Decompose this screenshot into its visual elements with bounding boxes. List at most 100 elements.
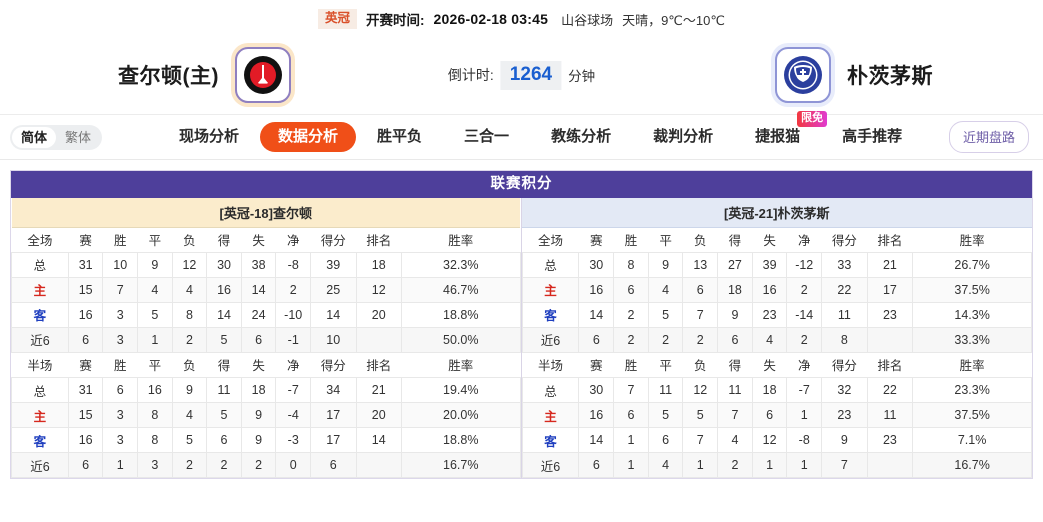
cell: 27 xyxy=(717,251,753,278)
col-header-ga: 失 xyxy=(763,359,776,374)
cell: 3 xyxy=(102,402,139,428)
col-header-played: 赛 xyxy=(590,234,603,248)
away-fulltime-table: [英冠-21]朴茨茅斯 全场 赛 胜 平 负 得 失 净 得分 排名 xyxy=(521,198,1033,353)
cell: 17 xyxy=(310,402,357,428)
countdown-label: 倒计时: xyxy=(447,67,494,83)
cell: 16 xyxy=(67,427,104,453)
cell: 32 xyxy=(821,377,868,403)
cell: 3 xyxy=(137,452,173,478)
cell: 25 xyxy=(310,276,357,303)
cell: 38 xyxy=(240,251,277,278)
cell: 18.8% xyxy=(400,427,521,453)
cell: 16 xyxy=(751,276,788,303)
recent-odds-button[interactable]: 近期盘路 xyxy=(948,121,1029,153)
portsmouth-fc-crest-icon xyxy=(775,47,831,103)
col-header-ga: 失 xyxy=(252,234,265,248)
cell: -3 xyxy=(275,427,312,453)
col-header-gf: 得 xyxy=(217,234,231,248)
cell: 5 xyxy=(171,427,208,453)
cell: 21 xyxy=(355,377,402,403)
row-label: 总 xyxy=(11,377,69,403)
cell: 31 xyxy=(67,251,104,278)
cell: 11 xyxy=(717,377,753,403)
cell: 8 xyxy=(137,402,173,428)
cell: 20.0% xyxy=(400,402,521,428)
cell: 39 xyxy=(751,251,788,278)
table-row: 主 15 7 4 4 16 14 2 25 12 46.7% xyxy=(11,276,521,303)
cell: 2 xyxy=(786,276,823,303)
tab-referee-analysis[interactable]: 裁判分析 xyxy=(653,128,714,145)
cell: 8 xyxy=(137,427,173,453)
tab-live-analysis[interactable]: 现场分析 xyxy=(179,128,240,145)
away-team[interactable]: 朴茨茅斯 xyxy=(775,47,933,103)
cell: 50.0% xyxy=(400,326,521,353)
cell: 23 xyxy=(866,427,914,453)
cell: 2 xyxy=(647,326,684,353)
row-label: 近6 xyxy=(11,452,69,478)
cell: 1 xyxy=(613,427,649,453)
cell: 6 xyxy=(102,377,139,403)
cell: 10 xyxy=(310,326,357,353)
tab-three-in-one[interactable]: 三合一 xyxy=(464,128,510,145)
col-header-draw: 平 xyxy=(148,234,162,248)
home-team[interactable]: 查尔顿(主) xyxy=(118,47,291,103)
cell: 5 xyxy=(206,326,242,353)
col-header-win: 胜 xyxy=(113,359,127,374)
language-toggle[interactable]: 简体 繁体 xyxy=(10,124,103,150)
cell: 4 xyxy=(647,452,684,478)
countdown: 倒计时: 1264 分钟 xyxy=(447,60,595,90)
row-label: 近6 xyxy=(11,326,69,353)
cell: 14 xyxy=(240,276,277,303)
cell: 7 xyxy=(717,402,753,428)
table-row: 总 31 10 9 12 30 38 -8 39 18 32.3% xyxy=(11,251,521,278)
cell: -8 xyxy=(786,427,823,453)
lang-simplified-option[interactable]: 简体 xyxy=(12,126,57,148)
cell: 8 xyxy=(821,326,868,353)
cell: 9 xyxy=(171,377,208,403)
weather-info: 天晴，9℃～10℃ xyxy=(622,12,725,28)
col-header-winrate: 胜率 xyxy=(959,359,985,374)
cell: 18 xyxy=(355,251,402,278)
cell: 2 xyxy=(613,326,649,353)
col-header-ga: 失 xyxy=(763,234,776,248)
row-label: 近6 xyxy=(521,326,580,353)
cell: 34 xyxy=(310,377,357,403)
col-header-win: 胜 xyxy=(113,234,127,248)
cell: 17 xyxy=(310,427,357,453)
panel-title: 联赛积分 xyxy=(11,171,1032,198)
cell: 15 xyxy=(67,402,104,428)
table-row: 主 16 6 5 5 7 6 1 23 11 37.5% xyxy=(521,402,1032,428)
col-header-scope: 全场 xyxy=(27,234,53,248)
tab-data-analysis[interactable]: 数据分析 xyxy=(260,122,357,152)
tab-jiebaomao[interactable]: 捷报猫 限免 xyxy=(734,111,828,152)
home-team-name: 查尔顿(主) xyxy=(118,65,219,88)
col-header-gf: 得 xyxy=(217,359,231,374)
col-header-rank: 排名 xyxy=(366,359,392,374)
cell: 7 xyxy=(682,301,719,328)
standings-tables: [英冠-18]查尔顿 全场 赛 胜 平 负 得 失 净 得分 排名 xyxy=(11,198,1032,478)
charlton-athletic-crest-icon xyxy=(235,47,291,103)
table-row: 客 16 3 8 5 6 9 -3 17 14 18.8% xyxy=(11,427,521,453)
cell: 16 xyxy=(578,276,615,303)
col-header-played: 赛 xyxy=(79,234,92,248)
cell: 31 xyxy=(67,377,104,403)
cell: 2 xyxy=(240,452,277,478)
cell: 14 xyxy=(310,301,357,328)
table-row: 近6 6 1 4 1 2 1 1 7 16.7% xyxy=(521,452,1032,478)
cell: 22 xyxy=(866,377,914,403)
cell: 8 xyxy=(613,251,649,278)
tab-expert-tips[interactable]: 高手推荐 xyxy=(842,128,903,145)
cell: 16 xyxy=(137,377,173,403)
tab-coach-analysis[interactable]: 教练分析 xyxy=(551,128,612,145)
lang-traditional-option[interactable]: 繁体 xyxy=(65,129,92,145)
cell: 9 xyxy=(137,251,173,278)
col-header-points: 得分 xyxy=(320,234,346,248)
row-label: 总 xyxy=(521,251,580,278)
cell: 14.3% xyxy=(912,301,1032,328)
row-label: 总 xyxy=(11,251,69,278)
nav-items: 现场分析 数据分析 胜平负 三合一 教练分析 裁判分析 捷报猫 限免 高手推荐 xyxy=(158,111,923,152)
tab-win-draw-lose[interactable]: 胜平负 xyxy=(377,128,423,145)
cell: 37.5% xyxy=(912,276,1032,303)
table-row: 主 16 6 4 6 18 16 2 22 17 37.5% xyxy=(521,276,1032,303)
